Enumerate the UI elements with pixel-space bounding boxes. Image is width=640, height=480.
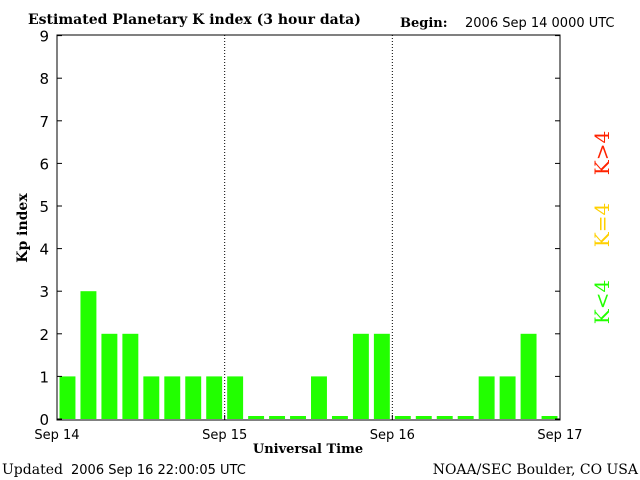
kp-bar: [80, 291, 97, 419]
chart-title: Estimated Planetary K index (3 hour data…: [28, 12, 361, 28]
kp-bar: [373, 333, 390, 419]
kp-bar: [185, 376, 202, 419]
kp-bar: [331, 416, 348, 419]
kp-bar: [436, 416, 453, 419]
legend-label: K=4: [590, 203, 614, 247]
begin-value: 2006 Sep 14 0000 UTC: [465, 16, 615, 31]
x-axis-label: Universal Time: [253, 442, 363, 457]
x-tick-label: Sep 17: [537, 428, 582, 443]
x-tick-label: Sep 15: [202, 428, 247, 443]
kp-bar: [143, 376, 160, 419]
plot-frame: [56, 34, 561, 421]
legend-label: K>4: [590, 131, 614, 175]
bars-group: [59, 291, 558, 419]
kp-bar: [122, 333, 139, 419]
kp-bar: [499, 376, 516, 419]
y-tick-label: 0: [39, 411, 49, 429]
kp-bar: [541, 416, 558, 419]
kp-bar: [415, 416, 432, 419]
legend: K>4 K=4 K<4: [590, 131, 614, 324]
kp-bar: [269, 416, 286, 419]
x-tick-label: Sep 16: [370, 428, 415, 443]
y-axis: 0 1 2 3 4 5 6 7 8 9: [39, 28, 560, 429]
updated-label: Updated: [2, 462, 63, 478]
kp-bar: [206, 376, 223, 419]
y-tick-label: 1: [39, 368, 49, 386]
y-tick-label: 4: [39, 241, 49, 259]
kp-bar: [394, 416, 411, 419]
kp-bar: [457, 416, 474, 419]
legend-label: K<4: [590, 280, 614, 324]
data-source: NOAA/SEC Boulder, CO USA: [433, 462, 639, 478]
kp-bar: [227, 376, 244, 419]
kp-bar: [101, 333, 118, 419]
begin-label: Begin:: [400, 16, 448, 31]
y-tick-label: 8: [39, 70, 49, 88]
kp-bar: [248, 416, 265, 419]
updated-value: 2006 Sep 16 22:00:05 UTC: [71, 463, 246, 478]
y-tick-label: 2: [39, 326, 49, 344]
kp-bar: [290, 416, 306, 419]
kp-bar: [478, 376, 495, 419]
kp-bar: [311, 376, 327, 419]
y-tick-label: 6: [39, 155, 49, 173]
y-tick-label: 9: [39, 28, 49, 46]
y-tick-label: 7: [39, 113, 49, 131]
kp-bar: [520, 333, 537, 419]
y-axis-label: Kp index: [15, 193, 31, 263]
kp-bar: [164, 376, 181, 419]
x-axis: Sep 14 Sep 15 Sep 16 Sep 17: [34, 35, 583, 443]
y-tick-label: 5: [39, 198, 49, 216]
kp-bar: [59, 376, 76, 419]
x-tick-label: Sep 14: [34, 428, 79, 443]
y-tick-label: 3: [39, 283, 49, 301]
kp-bar: [352, 333, 369, 419]
